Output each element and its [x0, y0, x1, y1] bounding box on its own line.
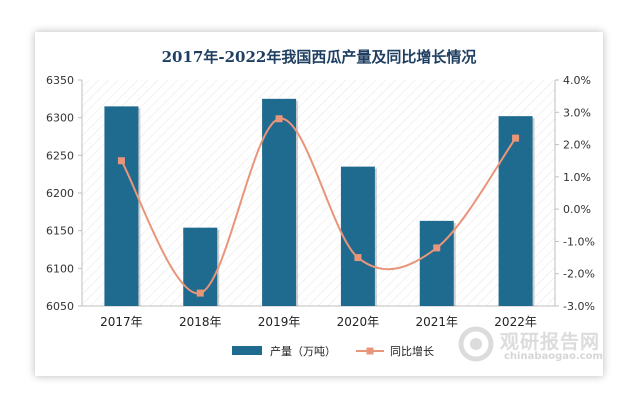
watermark-text: 观研报告网: [500, 331, 601, 353]
watermark-url: chinabaogao.com: [504, 351, 603, 362]
watermark: 观研报告网 chinabaogao.com: [456, 322, 616, 366]
x-tick-label: 2022年: [494, 315, 537, 329]
legend-swatch-marker: [366, 347, 374, 355]
x-tick-label: 2017年: [100, 315, 143, 329]
x-tick-label: 2020年: [337, 315, 380, 329]
left-tick-label: 6200: [46, 187, 74, 200]
chart-title: 2017年-2022年我国西瓜产量及同比增长情况: [161, 48, 477, 66]
left-tick-label: 6250: [46, 149, 74, 162]
legend-swatch-bar: [232, 346, 262, 355]
right-tick-label: 0.0%: [563, 203, 591, 216]
left-tick-label: 6150: [46, 225, 74, 238]
left-tick-label: 6100: [46, 262, 74, 275]
right-tick-label: 4.0%: [563, 74, 591, 87]
bar: [419, 220, 454, 306]
right-tick-label: -3.0%: [563, 300, 595, 313]
right-tick-label: -2.0%: [563, 268, 595, 281]
legend-label-bar: 产量（万吨）: [270, 344, 336, 358]
bar: [262, 98, 297, 306]
left-tick-label: 6300: [46, 112, 74, 125]
growth-point: [512, 134, 520, 142]
bar: [104, 106, 139, 306]
x-tick-label: 2021年: [415, 315, 458, 329]
growth-point: [196, 289, 204, 297]
watermark-logo-icon: [458, 326, 494, 362]
x-tick-label: 2018年: [179, 315, 222, 329]
right-tick-label: 3.0%: [563, 106, 591, 119]
growth-point: [433, 244, 441, 252]
right-tick-label: -1.0%: [563, 235, 595, 248]
bar: [498, 116, 533, 306]
legend-label-line: 同比增长: [390, 344, 434, 358]
growth-point: [117, 157, 125, 165]
right-tick-label: 2.0%: [563, 139, 591, 152]
bar: [340, 166, 375, 306]
growth-point: [275, 115, 283, 123]
growth-point: [354, 254, 362, 262]
left-tick-label: 6050: [46, 300, 74, 313]
plot-background: [82, 80, 555, 306]
right-tick-label: 1.0%: [563, 171, 591, 184]
x-tick-label: 2019年: [258, 315, 301, 329]
left-tick-label: 6350: [46, 74, 74, 87]
